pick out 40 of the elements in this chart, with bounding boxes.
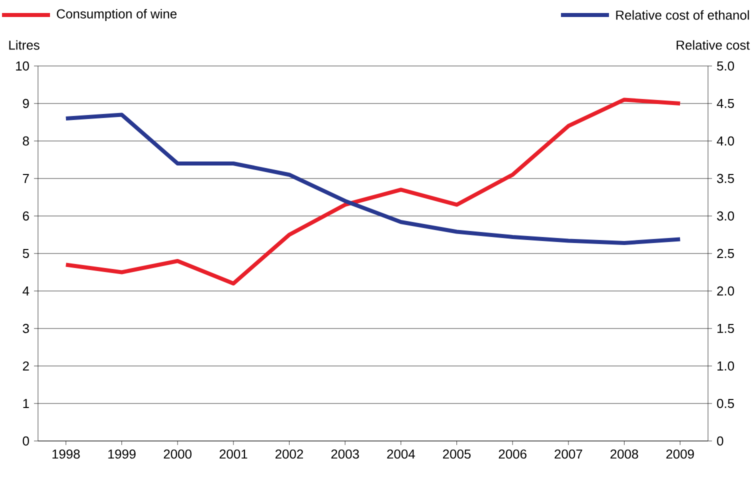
y-tick-label: 3 bbox=[22, 324, 29, 334]
y2-tick-label: 3.0 bbox=[717, 211, 734, 221]
y2-tick-label: 2.0 bbox=[717, 286, 734, 296]
x-tick-label: 2003 bbox=[331, 449, 359, 459]
y2-axis-title: Relative cost bbox=[676, 40, 750, 50]
y-tick-label: 5 bbox=[22, 248, 29, 258]
y2-tick-label: 5.0 bbox=[717, 61, 734, 71]
y2-tick-label: 4.5 bbox=[716, 98, 734, 108]
y2-tick-label: 1.5 bbox=[718, 324, 734, 333]
y-tick-label: 2 bbox=[22, 361, 29, 371]
y-axis-title: Litres bbox=[9, 40, 40, 50]
y-tick-label: 8 bbox=[22, 136, 29, 146]
y-tick-label: 9 bbox=[22, 98, 29, 108]
x-tick-label: 2008 bbox=[610, 449, 638, 459]
y2-tick-label: 1.0 bbox=[718, 361, 734, 371]
line-series bbox=[64, 98, 682, 286]
x-tick-label: 2004 bbox=[387, 449, 415, 459]
y-tick-label: 0 bbox=[22, 436, 29, 446]
x-tick-label: 1998 bbox=[52, 449, 80, 459]
x-tick-label: 2005 bbox=[443, 449, 471, 459]
y-tick-label: 10 bbox=[16, 61, 29, 71]
y-tick-label: 6 bbox=[22, 211, 29, 221]
x-tick-label: 1999 bbox=[108, 449, 136, 459]
x-tick-label: 2000 bbox=[164, 449, 192, 459]
legend-label: Consumption of wine bbox=[56, 8, 177, 22]
y-tick-label: 4 bbox=[22, 286, 30, 296]
y2-tick-label: 4.0 bbox=[716, 136, 734, 146]
legend-label: Relative cost of ethanol bbox=[616, 10, 749, 20]
y2-tick-label: 0.5 bbox=[717, 398, 734, 408]
x-tick-label: 2001 bbox=[220, 449, 248, 459]
x-tick-label: 2002 bbox=[276, 449, 304, 459]
y2-tick-label: 0 bbox=[717, 436, 724, 446]
y2-tick-label: 3.5 bbox=[717, 174, 734, 184]
y-tick-label: 1 bbox=[23, 399, 29, 408]
y2-tick-label: 2.5 bbox=[717, 248, 734, 258]
x-tick-label: 2009 bbox=[666, 449, 694, 459]
x-tick-label: 2006 bbox=[498, 449, 526, 459]
line-series bbox=[64, 112, 682, 245]
y-tick-label: 7 bbox=[22, 174, 29, 183]
x-tick-label: 2007 bbox=[554, 449, 582, 459]
